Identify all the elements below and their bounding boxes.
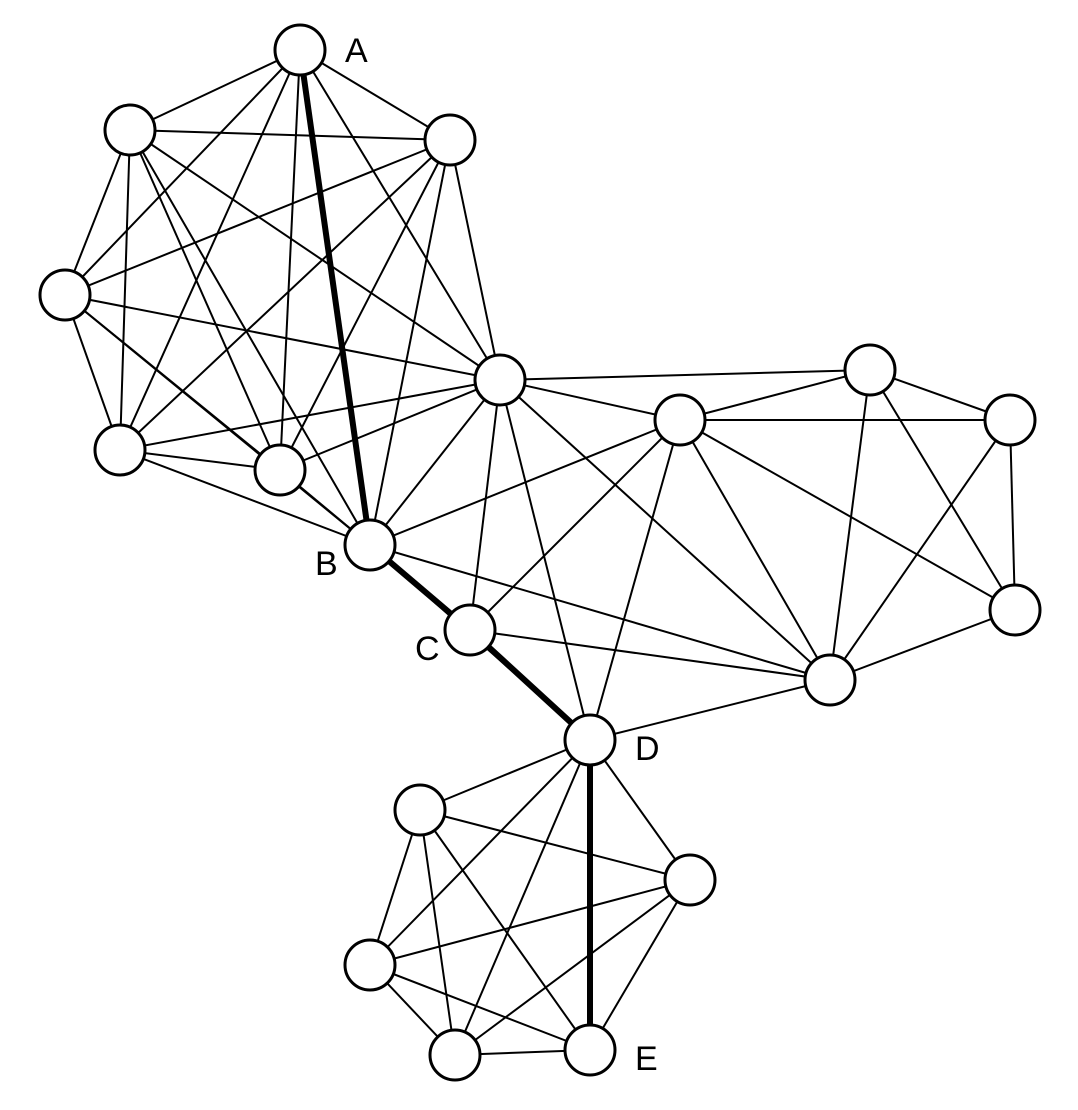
node-n13 — [665, 855, 715, 905]
node-n14 — [345, 940, 395, 990]
edge-n7-C — [470, 420, 680, 630]
edge-n7-n10 — [680, 420, 1015, 610]
edge-n12-n15 — [420, 810, 455, 1055]
label-D: D — [635, 730, 660, 768]
edge-n11-D — [590, 680, 830, 740]
node-n8 — [845, 345, 895, 395]
edge-n2-n6 — [450, 140, 500, 380]
edge-A-n1 — [130, 50, 300, 130]
edge-n9-n11 — [830, 420, 1010, 680]
edge-B-n7 — [370, 420, 680, 545]
edge-n6-B — [370, 380, 500, 545]
edge-n2-n5 — [280, 140, 450, 470]
edge-n6-C — [470, 380, 500, 630]
node-A — [275, 25, 325, 75]
edge-n13-n15 — [455, 880, 690, 1055]
node-n2 — [425, 115, 475, 165]
edge-A-n3 — [65, 50, 300, 295]
node-n10 — [990, 585, 1040, 635]
label-A: A — [345, 32, 368, 70]
node-n11 — [805, 655, 855, 705]
node-n15 — [430, 1030, 480, 1080]
label-B: B — [315, 545, 338, 583]
network-diagram: A B C D E — [0, 0, 1078, 1110]
edge-n7-n11 — [680, 420, 830, 680]
edge-n6-n7 — [500, 380, 680, 420]
edge-n13-n14 — [370, 880, 690, 965]
edge-n2-n3 — [65, 140, 450, 295]
edge-n1-n4 — [120, 130, 130, 450]
edge-n6-D — [500, 380, 590, 740]
edge-n9-n10 — [1010, 420, 1015, 610]
edge-n1-n2 — [130, 130, 450, 140]
edge-A-n6 — [300, 50, 500, 380]
edge-n11-C — [470, 630, 830, 680]
edges-group — [65, 50, 1015, 1055]
nodes-group — [40, 25, 1040, 1080]
node-n3 — [40, 270, 90, 320]
edge-n5-n6 — [280, 380, 500, 470]
node-n9 — [985, 395, 1035, 445]
node-D — [565, 715, 615, 765]
edge-n10-n11 — [830, 610, 1015, 680]
node-n1 — [105, 105, 155, 155]
node-n4 — [95, 425, 145, 475]
edge-D-n14 — [370, 740, 590, 965]
edge-n13-E — [590, 880, 690, 1050]
node-E — [565, 1025, 615, 1075]
edge-n3-n6 — [65, 295, 500, 380]
node-n12 — [395, 785, 445, 835]
edge-n7-D — [590, 420, 680, 740]
edge-n7-n8 — [680, 370, 870, 420]
edge-n6-n8 — [500, 370, 870, 380]
node-n6 — [475, 355, 525, 405]
node-B — [345, 520, 395, 570]
node-n5 — [255, 445, 305, 495]
edge-A-B — [300, 50, 370, 545]
label-E: E — [635, 1040, 658, 1078]
node-n7 — [655, 395, 705, 445]
edge-n1-n3 — [65, 130, 130, 295]
label-C: C — [415, 630, 440, 668]
edge-n1-B — [130, 130, 370, 545]
edge-n4-B — [120, 450, 370, 545]
edge-n2-B — [370, 140, 450, 545]
node-C — [445, 605, 495, 655]
